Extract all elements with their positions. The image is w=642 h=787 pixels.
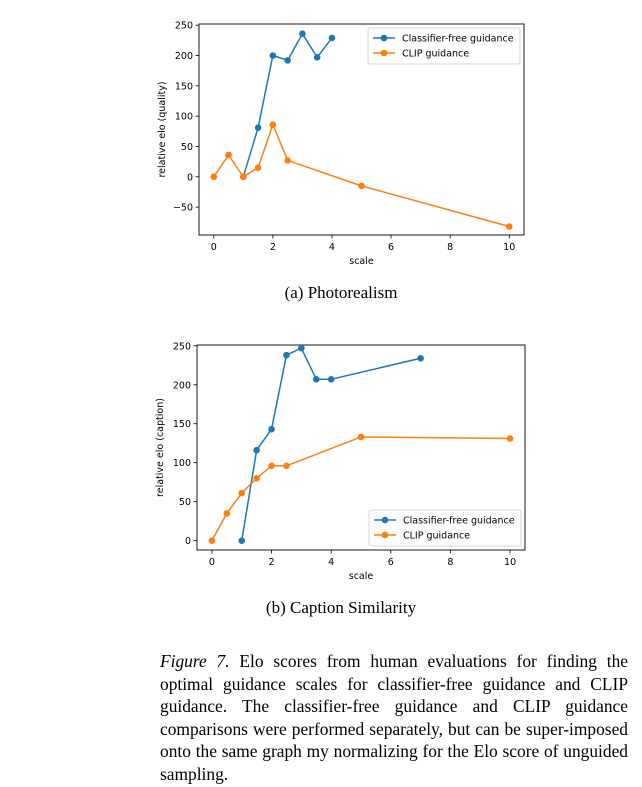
x-tick-label: 2	[269, 557, 275, 568]
legend-classifier-free-label: Classifier-free guidance	[402, 34, 514, 45]
clip-data-point	[357, 433, 365, 441]
y-tick-label: 200	[173, 380, 191, 391]
figure-label: Figure 7.	[160, 651, 230, 671]
x-tick-label: 4	[329, 242, 335, 253]
figure-caption-text: Elo scores from human evaluations for fi…	[160, 651, 628, 784]
clip-data-point	[238, 489, 246, 497]
clip-data-point	[254, 164, 262, 171]
classifier-free-data-point	[238, 537, 246, 544]
x-tick-label: 0	[209, 557, 215, 568]
x-tick-label: 10	[503, 242, 515, 253]
clip-data-point	[240, 173, 247, 181]
legend-clip-marker	[381, 531, 389, 539]
classifier-free-data-point	[312, 375, 320, 383]
clip-data-point	[208, 537, 216, 544]
y-tick-label: 250	[173, 341, 191, 352]
clip-data-point	[358, 182, 365, 190]
y-tick-label: 0	[185, 536, 191, 547]
legend-classifier-free-marker	[381, 516, 389, 524]
classifier-free-data-point	[269, 52, 277, 59]
y-tick-label: −50	[173, 203, 193, 214]
y-tick-label: 150	[175, 81, 193, 92]
y-tick-label: 200	[175, 51, 193, 62]
y-tick-label: 50	[181, 142, 193, 153]
clip-data-point	[268, 462, 275, 470]
classifier-free-data-point	[254, 124, 262, 131]
classifier-free-data-point	[268, 425, 275, 433]
subcaption-caption-similarity: (b) Caption Similarity	[265, 598, 417, 617]
classifier-free-data-point	[253, 446, 260, 454]
clip-data-point	[506, 435, 514, 442]
classifier-free-data-point	[298, 344, 305, 352]
clip-data-point	[210, 173, 218, 181]
clip-data-point	[283, 462, 290, 470]
x-tick-label: 8	[447, 557, 453, 568]
clip-data-point	[269, 121, 277, 128]
classifier-free-data-point	[328, 34, 336, 42]
classifier-free-data-point	[299, 30, 306, 38]
x-tick-label: 6	[388, 557, 394, 568]
y-axis-label: relative elo (quality)	[157, 81, 168, 177]
x-tick-label: 10	[504, 557, 516, 568]
y-tick-label: 50	[179, 497, 191, 508]
clip-data-point	[223, 510, 231, 517]
y-tick-label: 100	[173, 458, 191, 469]
y-axis-label: relative elo (caption)	[155, 398, 166, 497]
plot-frame	[196, 344, 526, 551]
legend-clip-label: CLIP guidance	[403, 531, 470, 542]
classifier-free-data-point	[313, 54, 321, 61]
x-tick-label: 0	[211, 242, 217, 253]
clip-data-point	[284, 157, 291, 164]
clip-data-point	[225, 151, 232, 159]
legend-box	[368, 509, 522, 547]
x-axis-label: scale	[349, 256, 374, 267]
y-tick-label: 0	[187, 172, 193, 183]
y-tick-label: 250	[175, 21, 193, 32]
photorealism-chart: 0 2 4 6 8 10 −50 0 50 100 150 200 250 scale relative e…	[157, 21, 525, 267]
x-tick-label: 2	[270, 242, 276, 253]
x-tick-label: 4	[328, 557, 334, 568]
y-tick-label: 150	[173, 419, 191, 430]
legend-classifier-free-marker	[380, 34, 388, 42]
clip-data-point	[253, 474, 260, 482]
x-tick-label: 6	[388, 242, 394, 253]
clip-series-line	[211, 436, 511, 542]
legend-box	[367, 27, 521, 65]
x-tick-label: 8	[447, 242, 453, 253]
legend-clip-label: CLIP guidance	[402, 49, 469, 60]
plot-frame	[198, 23, 525, 236]
clip-series-line	[213, 122, 510, 228]
x-axis-label: scale	[349, 571, 374, 582]
legend-classifier-free-label: Classifier-free guidance	[403, 516, 515, 527]
subcaption-photorealism: (a) Photorealism	[284, 283, 398, 302]
legend-clip-marker	[380, 49, 388, 57]
y-tick-label: 100	[175, 112, 193, 123]
figure-caption: Figure 7. Elo scores from human evaluati…	[160, 650, 628, 785]
classifier-free-data-point	[327, 375, 335, 383]
classifier-free-data-point	[417, 354, 424, 362]
classifier-free-data-point	[284, 57, 291, 64]
clip-data-point	[505, 223, 513, 230]
classifier-free-data-point	[283, 351, 290, 359]
